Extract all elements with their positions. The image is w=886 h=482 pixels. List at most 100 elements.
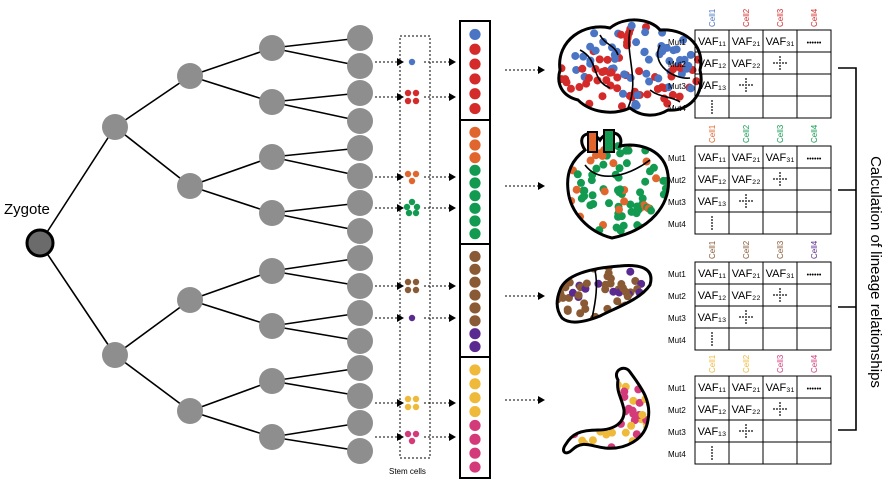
column-header: Cell1 [708, 8, 717, 27]
dot-marker [742, 200, 744, 202]
dot-marker [779, 59, 781, 61]
organ-cell [624, 146, 633, 155]
vaf-cell: •••••• [807, 272, 822, 279]
dot-marker [745, 206, 747, 208]
organ-cell [580, 385, 589, 394]
heart-line [584, 159, 651, 177]
strip-cell [469, 419, 481, 432]
organ-cell [642, 69, 651, 78]
dot-marker [711, 335, 713, 337]
vaf-cell: VAF₂₂ [731, 290, 760, 302]
dot-marker [739, 200, 741, 202]
dot-marker [739, 316, 741, 318]
dot-marker [742, 316, 744, 318]
vaf-cell: VAF₂₁ [732, 382, 761, 394]
tree-edge [189, 156, 273, 187]
organ-cell [636, 305, 645, 314]
organ-cell [676, 64, 685, 73]
organ-cell [645, 167, 654, 176]
tree-node [259, 368, 285, 394]
organ-cell [692, 77, 701, 86]
dot-marker [779, 172, 781, 174]
organ-cell [609, 159, 618, 168]
organ-cell [624, 404, 633, 413]
organ-cell [600, 187, 609, 196]
tree-edge [271, 380, 361, 397]
organ-cell [588, 191, 597, 200]
stem-cell-cluster [404, 286, 412, 294]
organ-cell [613, 297, 622, 306]
vaf-tables: Cell1 Cell2 Cell3 Cell4 Mut1 Mut2 Mut3 Mut4 VAF₁… [668, 8, 832, 465]
dot-marker [748, 200, 750, 202]
dot-marker [745, 316, 747, 318]
dot-marker [779, 65, 781, 67]
column-header: Cell2 [742, 240, 751, 259]
organ-cell [621, 428, 630, 437]
organ-cell [672, 45, 681, 54]
tree-node [177, 398, 203, 424]
organ-cell [599, 37, 608, 46]
vaf-cell: •••••• [807, 386, 822, 393]
tree-node [102, 114, 128, 140]
organ-cell [598, 68, 607, 77]
dot-marker [779, 68, 781, 70]
dot-marker [776, 178, 778, 180]
dot-marker [748, 430, 750, 432]
stem-cell-cluster [408, 58, 416, 66]
row-label: Mut1 [668, 270, 686, 279]
strip-cell [469, 28, 481, 41]
dot-marker [745, 436, 747, 438]
column-header: Cell4 [810, 124, 819, 143]
organ-cell [669, 65, 678, 74]
organ-cell [592, 164, 601, 173]
dot-marker [711, 449, 713, 451]
organ-cell [616, 185, 625, 194]
column-header: Cell1 [708, 354, 717, 373]
tree-node [177, 287, 203, 313]
organ-cell [633, 303, 642, 312]
dot-marker [745, 310, 747, 312]
dot-marker [711, 225, 713, 227]
organ-cell [613, 73, 622, 82]
tree-edge [114, 354, 191, 412]
dot-marker [745, 200, 747, 202]
dot-marker [779, 181, 781, 183]
stem-cell-cluster [412, 286, 420, 294]
dot-marker [745, 84, 747, 86]
organ-cell [619, 221, 628, 230]
organ-cell [613, 84, 622, 93]
stem-cell-cluster [408, 177, 416, 185]
dot-marker [779, 408, 781, 410]
tree-edge [189, 380, 273, 412]
dot-marker [779, 175, 781, 177]
row-label: Mut2 [668, 406, 686, 415]
vaf-cell: VAF₃₁ [766, 152, 795, 164]
stem-cell-cluster [412, 97, 420, 105]
dot-marker [751, 84, 753, 86]
organ-cell [572, 65, 581, 74]
stem-cell-cluster [404, 395, 412, 403]
dot-marker [779, 297, 781, 299]
vaf-cell: VAF₁₁ [698, 268, 726, 280]
tree-edge [114, 75, 191, 128]
stem-cell-cluster [404, 97, 412, 105]
vaf-cell: VAF₃₁ [766, 268, 795, 280]
organ-cell [586, 156, 595, 165]
organ-cell [638, 410, 647, 419]
strip-cell [469, 276, 481, 288]
stem-cell-cluster [404, 89, 412, 97]
dot-marker [745, 78, 747, 80]
row-label: Mut3 [668, 198, 686, 207]
vaf-cell: VAF₁₂ [698, 404, 727, 416]
tree-leaf-node [347, 383, 373, 409]
organ-cell [643, 90, 652, 99]
dot-marker [745, 87, 747, 89]
tree-node [177, 63, 203, 89]
stem-cell-cluster [408, 198, 416, 206]
organ-cell [580, 192, 589, 201]
strip-cell [469, 58, 481, 70]
dot-marker [745, 427, 747, 429]
stem-cell-cluster [408, 437, 416, 445]
tree-leaf-node [347, 163, 373, 189]
tree-edge [189, 270, 273, 301]
